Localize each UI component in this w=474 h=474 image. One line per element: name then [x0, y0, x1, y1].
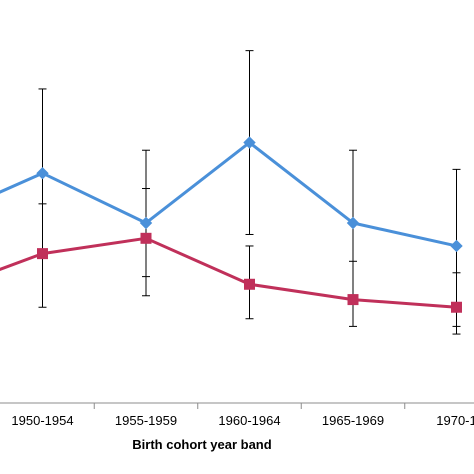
data-point-diamond: [450, 239, 463, 253]
x-tick-label: 1950-1954: [11, 413, 73, 428]
x-tick-label: 1965-1969: [322, 413, 384, 428]
series-line-1: [0, 141, 457, 248]
markers-layer: [36, 136, 463, 313]
data-point-square: [244, 278, 255, 290]
data-point-diamond: [243, 136, 256, 149]
data-point-square: [140, 232, 152, 244]
labels-layer: 1950-1954 1955-1959 1960-1964 1965-1969 1970…: [11, 413, 474, 428]
data-point-square: [347, 294, 359, 306]
x-tick-label: 1955-1959: [115, 413, 177, 428]
x-tick-label: 1960-1964: [218, 413, 280, 428]
data-point-square: [451, 301, 462, 313]
error-bars-layer: [38, 50, 461, 335]
x-axis-title: Birth cohort year band: [132, 437, 271, 452]
data-point-square: [37, 248, 48, 260]
axes-layer: [0, 402, 474, 409]
series-line-2: [0, 236, 457, 309]
data-point-diamond: [36, 166, 49, 180]
x-tick-label: 1970-1: [436, 413, 474, 428]
series-lines-layer: [0, 141, 457, 309]
data-point-diamond: [139, 216, 153, 230]
data-point-diamond: [346, 216, 360, 230]
